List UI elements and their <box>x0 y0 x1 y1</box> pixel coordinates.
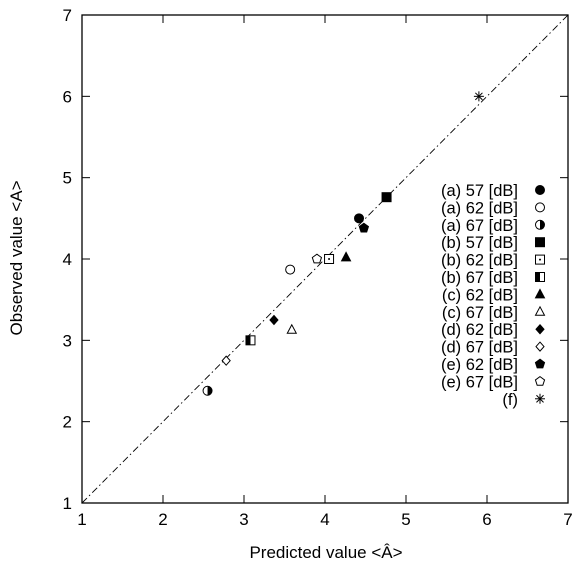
y-tick-label: 7 <box>63 6 72 25</box>
legend-marker <box>535 237 545 248</box>
legend-entry: (c) 62 [dB] <box>442 286 546 304</box>
legend-label: (f) <box>502 391 518 409</box>
data-point <box>311 253 323 264</box>
legend-entry: (d) 67 [dB] <box>441 339 545 357</box>
legend-marker <box>535 393 545 404</box>
legend-entry: (b) 67 [dB] <box>441 269 545 287</box>
data-point <box>221 355 231 366</box>
legend-marker <box>534 358 546 369</box>
legend-label: (e) 67 [dB] <box>441 373 518 391</box>
axis-ticks: 1 2 3 4 5 6 7 1 2 3 4 5 6 7 <box>63 6 573 529</box>
data-point <box>340 251 352 262</box>
data-points <box>202 91 484 396</box>
legend-label: (a) 67 [dB] <box>441 217 518 235</box>
data-point <box>381 192 392 203</box>
legend-marker <box>534 305 546 316</box>
legend-label: (d) 62 [dB] <box>441 321 518 339</box>
data-point <box>202 385 213 396</box>
legend-entry: (c) 67 [dB] <box>442 304 546 322</box>
data-point <box>358 222 370 233</box>
x-axis-label: Predicted value <Â> <box>249 543 402 562</box>
legend-entry: (a) 62 [dB] <box>441 199 545 217</box>
x-tick-label: 6 <box>482 510 491 529</box>
y-tick-label: 2 <box>63 413 72 432</box>
x-tick-label: 4 <box>320 510 329 529</box>
data-point <box>285 264 296 275</box>
legend-label: (d) 67 [dB] <box>441 339 518 357</box>
legend-marker <box>535 202 545 213</box>
y-tick-label: 5 <box>63 169 72 188</box>
y-axis-label: Observed value <A> <box>7 180 26 335</box>
y-tick-label: 3 <box>63 331 72 350</box>
legend-marker <box>535 323 545 335</box>
legend-label: (b) 67 [dB] <box>441 269 518 287</box>
y-tick-label: 6 <box>63 87 72 106</box>
legend-marker <box>535 219 545 230</box>
legend-entry: (b) 62 [dB] <box>441 252 545 270</box>
legend-marker <box>535 341 545 352</box>
legend-marker <box>535 185 545 195</box>
legend: (a) 57 [dB](a) 62 [dB](a) 67 [dB](b) 57 … <box>441 182 546 409</box>
x-tick-label: 3 <box>239 510 248 529</box>
data-point <box>324 254 335 264</box>
legend-marker <box>534 288 546 299</box>
y-tick-label: 1 <box>63 494 72 513</box>
legend-entry: (a) 67 [dB] <box>441 217 545 235</box>
legend-entry: (d) 62 [dB] <box>441 321 545 339</box>
legend-label: (b) 57 [dB] <box>441 234 518 252</box>
x-tick-label: 2 <box>158 510 167 529</box>
legend-entry: (a) 57 [dB] <box>441 182 545 200</box>
legend-label: (c) 67 [dB] <box>442 304 518 322</box>
x-tick-label: 1 <box>77 510 86 529</box>
legend-marker <box>534 375 546 386</box>
x-tick-label: 5 <box>401 510 410 529</box>
y-tick-label: 4 <box>63 250 72 269</box>
x-tick-label: 7 <box>563 510 572 529</box>
legend-entry: (b) 57 [dB] <box>441 234 545 252</box>
legend-entry: (e) 62 [dB] <box>441 356 546 374</box>
legend-entry: (e) 67 [dB] <box>441 373 546 391</box>
legend-marker <box>535 272 545 282</box>
legend-label: (a) 62 [dB] <box>441 199 518 217</box>
data-point <box>473 91 484 102</box>
legend-entry: (f) <box>502 391 545 409</box>
data-point <box>245 335 256 346</box>
data-point <box>286 323 298 334</box>
data-point <box>354 213 365 224</box>
legend-marker <box>535 254 545 265</box>
legend-label: (b) 62 [dB] <box>441 252 518 270</box>
data-point <box>269 314 279 326</box>
legend-label: (e) 62 [dB] <box>441 356 518 374</box>
legend-label: (a) 57 [dB] <box>441 182 518 200</box>
legend-label: (c) 62 [dB] <box>442 286 518 304</box>
